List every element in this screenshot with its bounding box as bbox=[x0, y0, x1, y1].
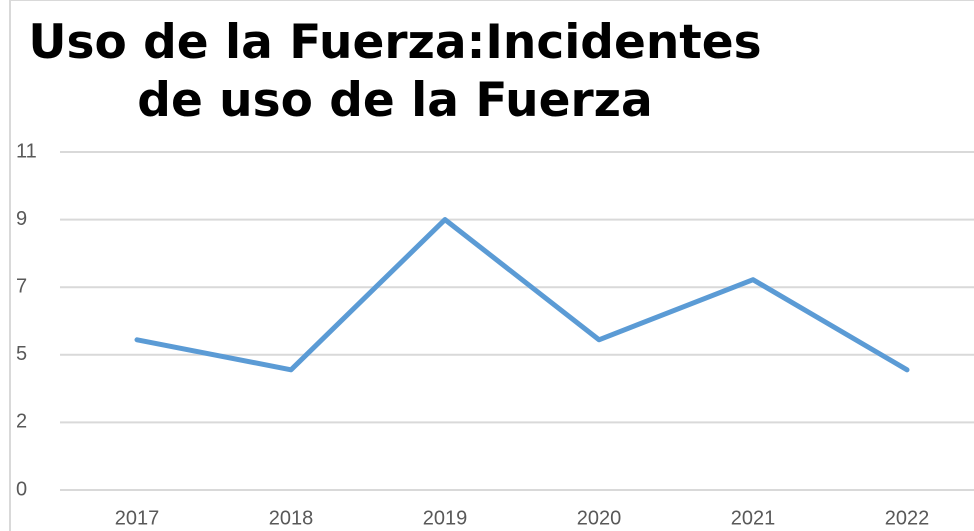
y-tick-label: 2 bbox=[16, 411, 27, 433]
x-tick-label: 2018 bbox=[269, 507, 314, 529]
chart-border bbox=[9, 0, 974, 531]
x-tick-label: 2019 bbox=[423, 507, 468, 529]
x-tick-label: 2021 bbox=[731, 507, 776, 529]
x-tick-label: 2017 bbox=[115, 507, 160, 529]
y-tick-label: 7 bbox=[16, 275, 27, 297]
data-line bbox=[134, 217, 910, 373]
chart-title: Uso de la Fuerza:Incidentes de uso de la… bbox=[28, 15, 762, 128]
y-tick-label: 9 bbox=[16, 208, 27, 230]
x-tick-label: 2022 bbox=[885, 507, 930, 529]
x-tick-label: 2020 bbox=[577, 507, 622, 529]
y-tick-label: 11 bbox=[16, 140, 37, 162]
y-tick-label: 0 bbox=[16, 478, 27, 500]
y-tick-label: 5 bbox=[16, 343, 27, 365]
